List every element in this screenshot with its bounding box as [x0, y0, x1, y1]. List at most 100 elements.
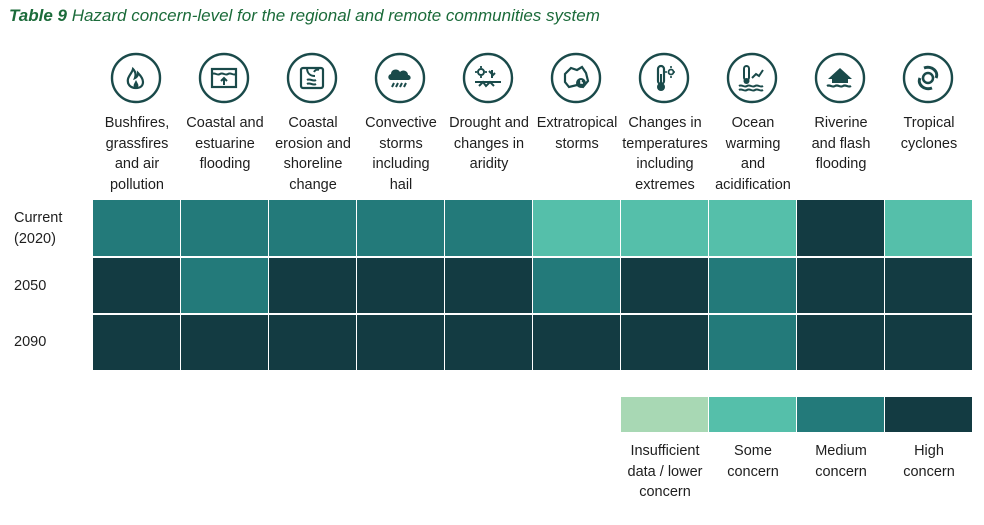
grid-cell-high	[885, 258, 972, 313]
grid-cell-medium	[357, 200, 444, 256]
hazard-label-line: Tropical	[903, 115, 955, 131]
hazard-column-0: Bushfires, grassfires and air pollution	[93, 52, 181, 197]
hazard-label-line: Riverine	[814, 115, 868, 131]
hazard-label-line: hail	[389, 176, 413, 193]
grid-cell-high	[93, 315, 180, 370]
hazard-label-line: Coastal	[288, 115, 338, 131]
hazard-label-line: acidification	[715, 176, 791, 193]
hazard-label-line: grassfires	[105, 135, 169, 152]
hazard-label: Bushfires, grassfires and air pollution	[89, 113, 185, 195]
legend-label-line: Medium	[815, 443, 867, 459]
legend-label-some: Some concern	[705, 441, 801, 482]
hazard-label-line: extremes	[635, 176, 695, 193]
legend-swatch-insufficient	[621, 397, 708, 432]
hazard-label: Extratropical storms	[529, 113, 625, 154]
hazard-label-line: flooding	[199, 156, 251, 172]
hazard-column-7: Ocean warming and acidification	[709, 52, 797, 197]
grid-cell-some	[885, 200, 972, 256]
legend-label-line: High	[914, 443, 944, 459]
grid-cell-high	[269, 315, 356, 370]
fire-icon	[110, 52, 162, 104]
hazard-label-line: Changes in	[628, 115, 702, 131]
grid-cell-medium	[445, 200, 532, 256]
row-label: Current (2020)	[14, 208, 62, 249]
legend-label-high: High concern	[881, 441, 977, 482]
hazard-label-line: and	[740, 156, 766, 172]
hazard-label-line: cyclones	[900, 135, 958, 152]
legend-swatch-some	[709, 397, 796, 432]
table-title-text: Hazard concern-level for the regional an…	[71, 6, 600, 25]
legend-label-line: concern	[727, 463, 779, 480]
storm-cloud-icon	[374, 52, 426, 104]
hazard-label-line: storms	[555, 135, 599, 152]
row-label-line: Current	[14, 210, 63, 226]
grid-cell-high	[93, 258, 180, 313]
hazard-label-line: Ocean	[731, 115, 775, 131]
hazard-label-line: erosion and	[275, 135, 351, 152]
legend-swatch-medium	[797, 397, 884, 432]
hazard-label: Riverine and flash flooding	[793, 113, 889, 175]
hazard-label-line: shoreline	[283, 156, 343, 172]
hazard-label-line: change	[289, 176, 337, 193]
hazard-label-line: pollution	[109, 176, 164, 193]
hazard-column-5: Extratropical storms	[533, 52, 621, 197]
legend-label-line: concern	[815, 463, 867, 480]
grid-cell-high	[181, 315, 268, 370]
hazard-column-4: Drought and changes in aridity	[445, 52, 533, 197]
hazard-column-8: Riverine and flash flooding	[797, 52, 885, 197]
grid-cell-high	[621, 258, 708, 313]
hazard-label-line: including	[372, 156, 430, 172]
grid-cell-high	[797, 315, 884, 370]
australia-clock-icon	[550, 52, 602, 104]
hazard-label: Changes in temperatures including extremes	[617, 113, 713, 195]
hazard-column-1: Coastal and estuarine flooding	[181, 52, 269, 197]
ocean-warming-icon	[726, 52, 778, 104]
hazard-label: Ocean warming and acidification	[705, 113, 801, 195]
hazard-label: Coastal erosion and shoreline change	[265, 113, 361, 195]
hazard-label-line: Coastal and	[186, 115, 264, 131]
hazard-label: Coastal and estuarine flooding	[177, 113, 273, 175]
thermometer-icon	[638, 52, 690, 104]
hazard-label-line: aridity	[469, 156, 509, 172]
hazard-column-9: Tropical cyclones	[885, 52, 973, 197]
grid-cell-high	[445, 258, 532, 313]
grid-cell-medium	[533, 258, 620, 313]
hazard-label: Convective storms including hail	[353, 113, 449, 195]
grid-cell-high	[533, 315, 620, 370]
row-label-line: 2090	[14, 334, 47, 350]
hazard-label-line: including	[636, 156, 694, 172]
cyclone-icon	[902, 52, 954, 104]
hazard-label-line: estuarine	[195, 135, 255, 152]
coastal-erosion-icon	[286, 52, 338, 104]
hazard-label-line: flooding	[815, 156, 867, 172]
hazard-column-2: Coastal erosion and shoreline change	[269, 52, 357, 197]
legend-label-medium: Medium concern	[793, 441, 889, 482]
grid-cell-high	[357, 315, 444, 370]
hazard-label-line: Bushfires,	[104, 115, 170, 131]
coastal-flood-icon	[198, 52, 250, 104]
row-label: 2050	[14, 276, 46, 297]
hazard-label: Tropical cyclones	[881, 113, 977, 154]
row-label: 2090	[14, 332, 46, 353]
hazard-label-line: temperatures	[622, 135, 708, 152]
hazard-label: Drought and changes in aridity	[441, 113, 537, 175]
grid-cell-high	[445, 315, 532, 370]
grid-cell-high	[885, 315, 972, 370]
legend-label-line: Some	[734, 443, 772, 459]
grid-cell-high	[269, 258, 356, 313]
row-label-line: 2050	[14, 278, 47, 294]
grid-cell-medium	[269, 200, 356, 256]
hazard-column-3: Convective storms including hail	[357, 52, 445, 197]
grid-cell-high	[621, 315, 708, 370]
house-flood-icon	[814, 52, 866, 104]
legend-label-insufficient: Insufficient data / lower concern	[617, 441, 713, 503]
hazard-label-line: Drought and	[449, 115, 529, 131]
hazard-label-line: and air	[114, 156, 160, 172]
grid-cell-high	[797, 258, 884, 313]
hazard-label-line: changes in	[453, 135, 525, 152]
row-label-line: (2020)	[14, 230, 56, 247]
hazard-label-line: storms	[379, 135, 423, 152]
legend-label-line: concern	[903, 463, 955, 480]
hazard-label-line: and flash	[811, 135, 871, 152]
grid-cell-medium	[181, 258, 268, 313]
